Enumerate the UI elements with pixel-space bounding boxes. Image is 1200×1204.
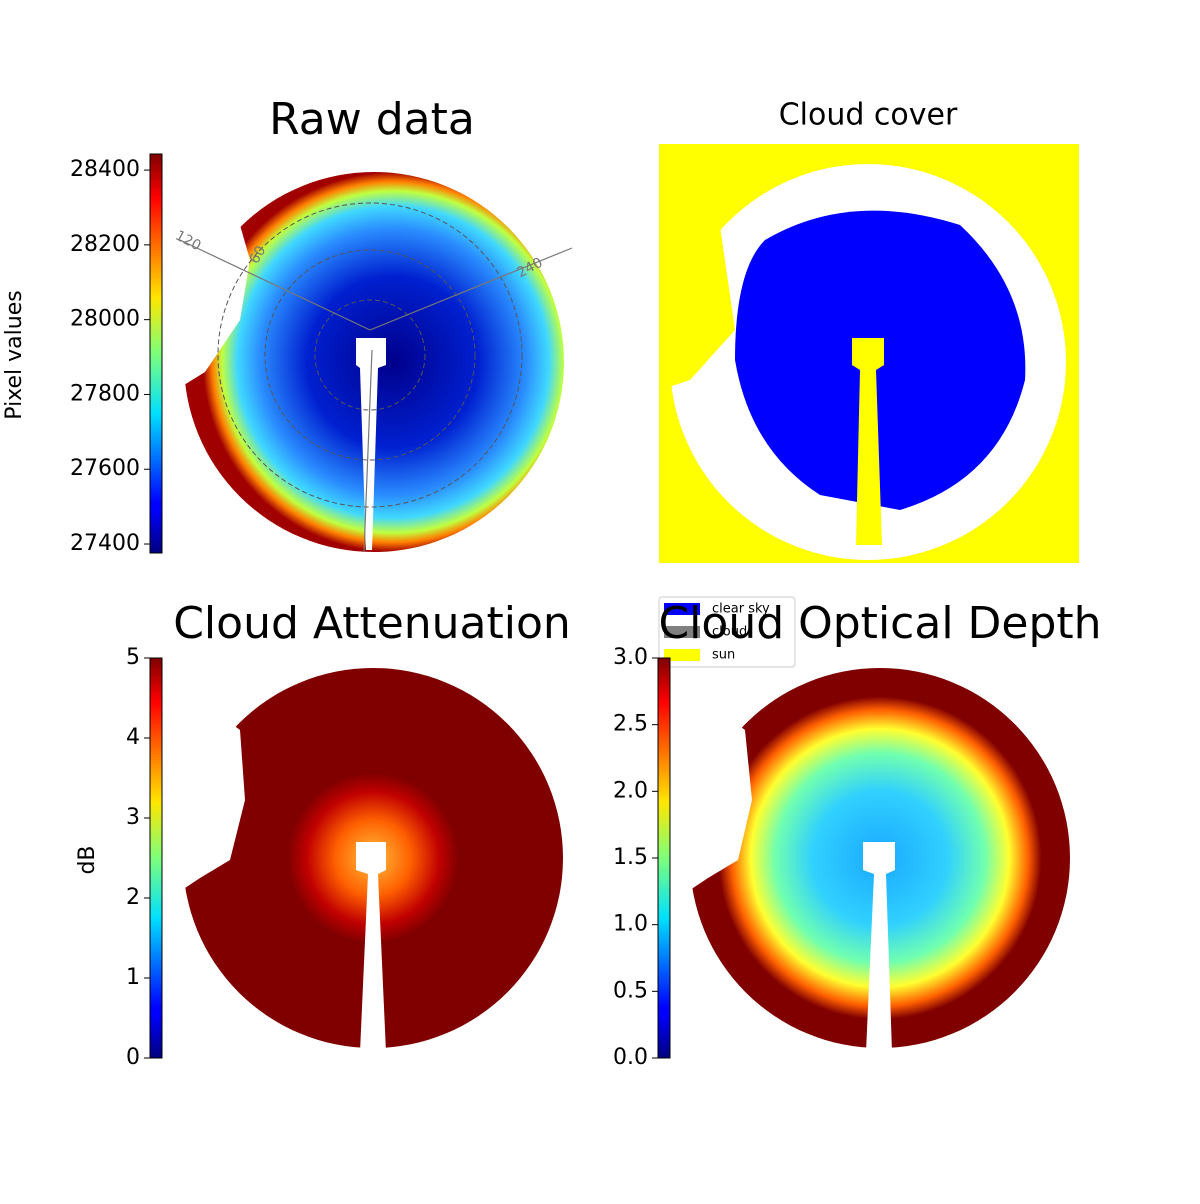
legend-label: cloud [712, 625, 747, 640]
colorbar-tick-label: 3 [126, 805, 140, 830]
cloud-cover-image [659, 144, 1079, 563]
colorbar-label: Pixel values [2, 290, 27, 419]
colorbar-tick-label: 27600 [70, 456, 140, 481]
legend-swatch [664, 603, 700, 615]
colorbar-tick-label: 1.0 [613, 912, 648, 937]
legend-label: clear sky [712, 602, 770, 617]
colorbar-tick-label: 28200 [70, 232, 140, 257]
colorbar-tick-label: 0.0 [613, 1045, 648, 1070]
legend-label: sun [712, 648, 735, 663]
colorbar-tick-label: 1.5 [613, 845, 648, 870]
colorbar-tick-label: 28400 [70, 157, 140, 182]
colorbar-tick-label: 28000 [70, 307, 140, 332]
panel-title: Cloud Attenuation [173, 598, 571, 649]
colorbar-tick-label: 3.0 [613, 645, 648, 670]
legend-swatch [664, 649, 700, 661]
colorbar [149, 153, 163, 554]
raw-image [160, 172, 573, 553]
colorbar-tick-label: 0 [126, 1045, 140, 1070]
panel-title: Cloud Optical Depth [658, 598, 1101, 649]
colorbar-tick-label: 27400 [70, 531, 140, 556]
colorbar-tick-label: 0.5 [613, 978, 648, 1003]
colorbar [149, 657, 163, 1059]
panel-title: Raw data [269, 94, 475, 145]
legend-swatch [664, 626, 700, 638]
polar-label: 60 [247, 243, 270, 266]
cod-image [668, 668, 1070, 1052]
colorbar-label: dB [75, 845, 100, 874]
panel-title: Cloud cover [779, 98, 958, 133]
attenuation-image [160, 668, 563, 1052]
colorbar-tick-label: 2.0 [613, 778, 648, 803]
colorbar-tick-label: 1 [126, 965, 140, 990]
colorbar-tick-label: 2.5 [613, 712, 648, 737]
colorbar-tick-label: 27800 [70, 381, 140, 406]
colorbar [657, 657, 671, 1059]
colorbar-tick-label: 5 [126, 645, 140, 670]
colorbar-tick-label: 2 [126, 885, 140, 910]
colorbar-tick-label: 4 [126, 725, 140, 750]
